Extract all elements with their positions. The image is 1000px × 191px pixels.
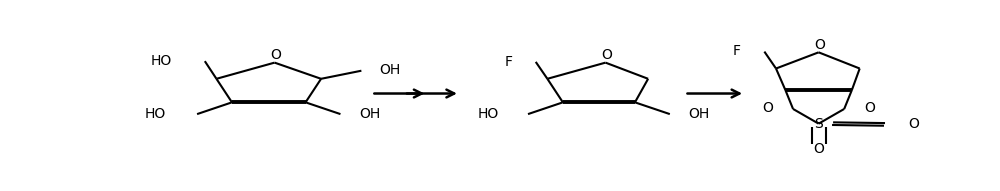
Text: HO: HO <box>151 54 172 68</box>
Text: O: O <box>813 142 824 156</box>
Text: O: O <box>909 117 919 131</box>
Text: OH: OH <box>689 107 710 121</box>
Text: F: F <box>733 44 741 58</box>
Text: F: F <box>505 55 512 69</box>
Text: HO: HO <box>145 107 166 121</box>
Text: OH: OH <box>379 63 401 77</box>
Text: O: O <box>601 48 612 62</box>
Text: S: S <box>814 117 823 131</box>
Text: O: O <box>814 38 825 52</box>
Text: O: O <box>270 48 281 62</box>
Text: O: O <box>864 101 875 115</box>
Text: OH: OH <box>359 107 381 121</box>
Text: O: O <box>762 101 773 115</box>
Text: HO: HO <box>477 107 499 121</box>
